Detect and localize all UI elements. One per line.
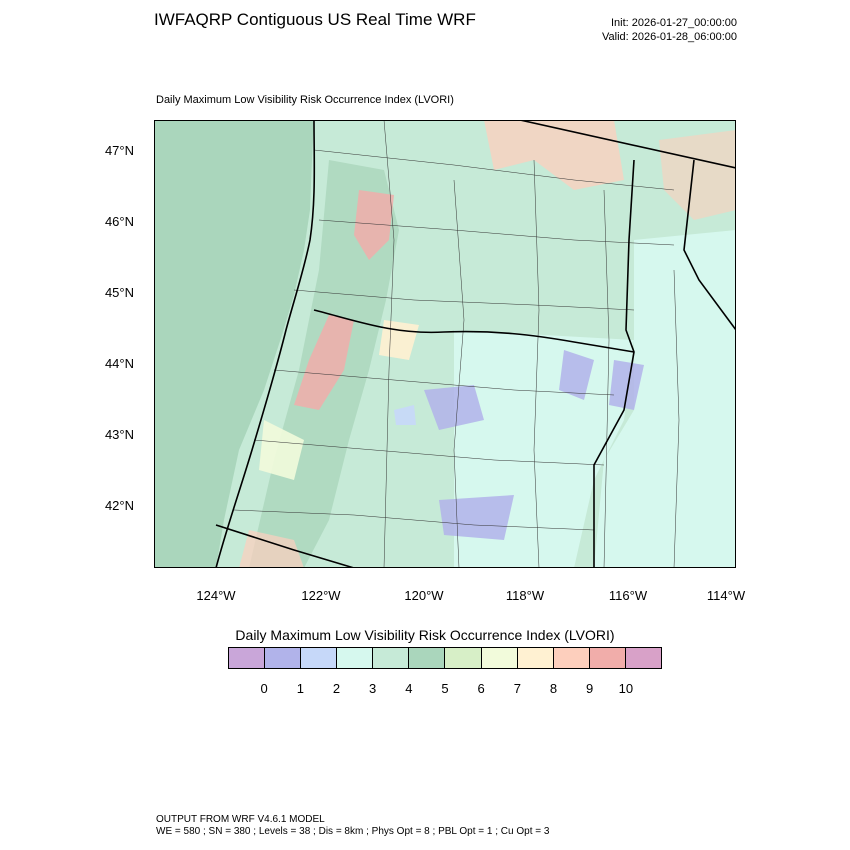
plot-title: Daily Maximum Low Visibility Risk Occurr… xyxy=(156,94,454,106)
colorbar-swatch xyxy=(265,648,302,668)
colorbar-swatch xyxy=(373,648,410,668)
map-border xyxy=(154,120,736,568)
lon-label-116: 116°W xyxy=(608,588,648,603)
very-low-patch-3 xyxy=(609,360,644,410)
colorbar-tick-label: 1 xyxy=(296,681,304,696)
colorbar-swatch xyxy=(625,648,661,668)
footer-model-line: OUTPUT FROM WRF V4.6.1 MODEL xyxy=(156,814,325,825)
colorbar-swatch xyxy=(229,648,266,668)
lat-label-46: 46°N xyxy=(104,214,134,229)
county-boundaries xyxy=(233,120,680,568)
risk-patch-coast-sw xyxy=(239,530,304,568)
lat-label-43: 43°N xyxy=(104,427,134,442)
colorbar-tick-label: 4 xyxy=(405,681,413,696)
colorbar-swatch xyxy=(301,648,338,668)
lvori-map xyxy=(154,120,736,568)
lat-label-47: 47°N xyxy=(104,143,134,158)
very-low-patch-4 xyxy=(439,495,514,540)
colorbar-swatch xyxy=(445,648,482,668)
risk-patch-north xyxy=(484,120,624,190)
very-low-patch-5 xyxy=(394,405,416,425)
colorbar-swatch xyxy=(409,648,446,668)
lon-label-118: 118°W xyxy=(505,588,545,603)
colorbar-tick-label: 0 xyxy=(260,681,268,696)
main-title: IWFAQRP Contiguous US Real Time WRF xyxy=(154,10,476,29)
init-time: Init: 2026-01-27_00:00:00 xyxy=(611,17,737,29)
colorbar-tick-label: 3 xyxy=(369,681,377,696)
lat-label-42: 42°N xyxy=(104,498,134,513)
colorbar-tick-label: 2 xyxy=(332,681,341,696)
risk-patch-wa xyxy=(354,190,394,260)
colorbar-swatch xyxy=(517,648,554,668)
colorbar-title: Daily Maximum Low Visibility Risk Occurr… xyxy=(235,627,615,643)
low-risk-east xyxy=(594,230,736,568)
risk-patch-yellow-2 xyxy=(259,420,304,480)
valid-time: Valid: 2026-01-28_06:00:00 xyxy=(602,31,737,43)
lon-label-120: 120°W xyxy=(404,588,444,603)
colorbar-swatch xyxy=(337,648,374,668)
footer-config-line: WE = 580 ; SN = 380 ; Levels = 38 ; Dis … xyxy=(156,826,550,837)
risk-patch-ne xyxy=(659,130,736,220)
lat-label-44: 44°N xyxy=(104,356,134,371)
colorbar-tick-label: 7 xyxy=(513,681,521,696)
lat-label-45: 45°N xyxy=(104,285,134,300)
colorbar-tick-label: 5 xyxy=(441,681,449,696)
colorbar-tick-label: 6 xyxy=(477,681,485,696)
coastline xyxy=(215,120,316,568)
lon-label-114: 114°W xyxy=(706,588,746,603)
colorbar-tick-label: 10 xyxy=(618,681,634,696)
colorbar-swatch xyxy=(589,648,626,668)
risk-patch-or xyxy=(294,315,354,410)
very-low-patch-1 xyxy=(424,385,484,430)
colorbar-tick-label: 9 xyxy=(586,681,594,696)
risk-patch-yellow-1 xyxy=(379,320,419,360)
colorbar-swatch xyxy=(553,648,590,668)
lon-label-122: 122°W xyxy=(301,588,341,603)
colorbar-tick-label: 8 xyxy=(549,681,558,696)
state-boundaries xyxy=(215,120,736,568)
lon-label-124: 124°W xyxy=(196,588,236,603)
colorbar-swatch xyxy=(481,648,518,668)
colorbar xyxy=(228,647,662,669)
very-low-patch-2 xyxy=(559,350,594,400)
